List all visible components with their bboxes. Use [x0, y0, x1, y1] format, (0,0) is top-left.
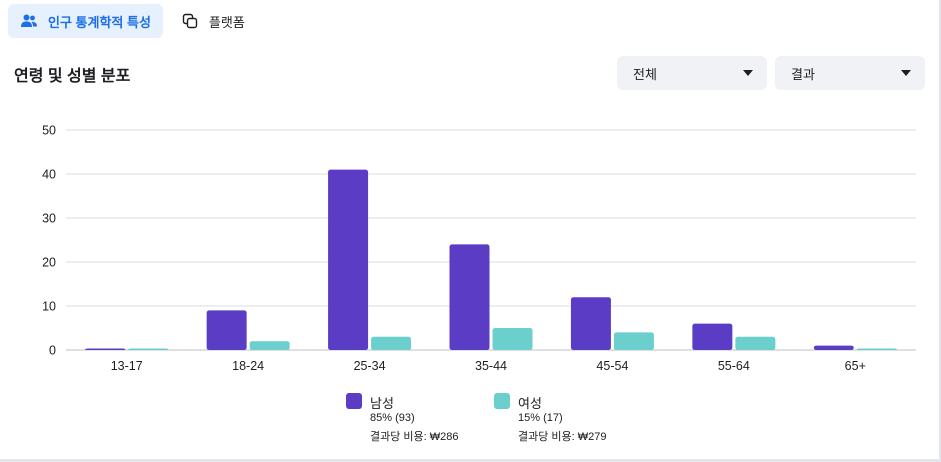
- bar-male-45-54: [570, 297, 611, 350]
- tab-platform-label: 플랫폼: [208, 14, 245, 30]
- tab-demographics[interactable]: 인구 통계학적 특성: [8, 4, 163, 38]
- y-tick-label: 0: [49, 344, 56, 358]
- tab-platform[interactable]: 플랫폼: [169, 4, 257, 38]
- caret-down-icon: [901, 70, 911, 76]
- x-tick-label: 25-34: [354, 359, 386, 373]
- tab-bar: 인구 통계학적 특성 플랫폼: [8, 4, 257, 38]
- legend-item-male[interactable]: 남성 85% (93) 결과당 비용: ₩286: [346, 393, 486, 445]
- scope-dropdown[interactable]: 전체: [617, 56, 767, 90]
- section-title: 연령 및 성별 분포: [14, 68, 131, 85]
- x-tick-label: 18-24: [232, 359, 264, 373]
- legend-share-male: 85% (93): [370, 412, 415, 424]
- caret-down-icon: [743, 70, 753, 76]
- bar-male-35-44: [449, 244, 490, 350]
- bar-male-13-17: [85, 348, 126, 350]
- panel-border-right: [939, 0, 941, 462]
- y-tick-label: 30: [42, 212, 56, 226]
- y-tick-label: 10: [42, 300, 56, 314]
- bar-female-45-54: [613, 332, 654, 350]
- legend-swatch-female: [494, 393, 510, 409]
- age-gender-bar-chart: 0 10 20 30 40 50 13-17 18-24 25-34 35-44 45-54 55-6…: [42, 124, 916, 373]
- tab-demographics-label: 인구 통계학적 특성: [48, 14, 151, 30]
- legend-name-female: 여성: [518, 396, 542, 411]
- bar-female-18-24: [249, 341, 290, 350]
- x-tick-label: 45-54: [596, 359, 628, 373]
- legend-item-female[interactable]: 여성 15% (17) 결과당 비용: ₩279: [494, 393, 634, 445]
- bar-female-55-64: [735, 336, 776, 350]
- y-tick-label: 40: [42, 168, 56, 182]
- legend-share-female: 15% (17): [518, 412, 563, 424]
- metric-dropdown[interactable]: 결과: [775, 56, 925, 90]
- bar-male-65+: [813, 345, 854, 350]
- bar-male-55-64: [692, 323, 733, 350]
- scope-dropdown-value: 전체: [633, 66, 657, 82]
- legend-name-male: 남성: [370, 396, 394, 411]
- bar-male-25-34: [328, 169, 369, 350]
- bar-female-35-44: [492, 328, 533, 350]
- x-tick-label: 65+: [845, 359, 866, 373]
- legend-cost-male: 결과당 비용: ₩286: [370, 431, 459, 443]
- y-tick-label: 50: [42, 124, 56, 138]
- platform-icon: [181, 12, 199, 30]
- legend-swatch-male: [346, 393, 362, 409]
- bar-male-18-24: [206, 310, 247, 350]
- x-tick-label: 55-64: [718, 359, 750, 373]
- bar-female-65+: [856, 348, 897, 350]
- panel-border-bottom: [0, 459, 941, 462]
- y-tick-label: 20: [42, 256, 56, 270]
- legend-cost-female: 결과당 비용: ₩279: [518, 431, 607, 443]
- people-icon: [20, 12, 38, 30]
- x-tick-label: 13-17: [111, 359, 143, 373]
- metric-dropdown-value: 결과: [791, 66, 815, 82]
- x-tick-label: 35-44: [475, 359, 507, 373]
- bar-female-25-34: [371, 336, 412, 350]
- bar-female-13-17: [128, 348, 169, 350]
